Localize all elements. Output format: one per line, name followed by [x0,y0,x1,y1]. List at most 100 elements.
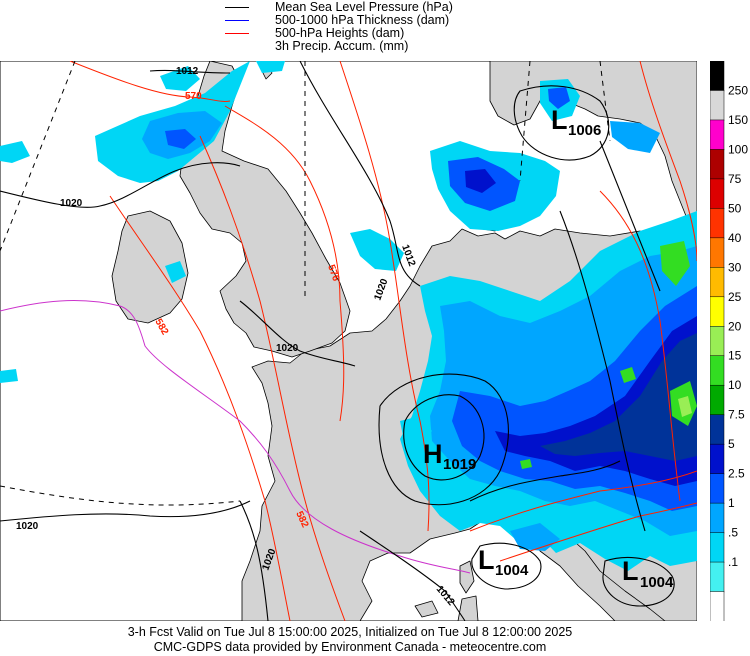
precip-biscay-patch [0,369,18,383]
colorbar-swatch [710,90,725,121]
height-contour-east [599,190,681,502]
data-credit: CMC-GDPS data provided by Environment Ca… [153,640,547,654]
precip-sweden-core [548,87,570,109]
pressure-systems: L 1006 H 1019 L 1004 L 1004 [423,105,674,591]
pressure-value: 1004 [640,574,674,591]
isobar-1020-channel [239,300,356,367]
precip-colorbar: 250 150 100 75 50 40 30 25 20 15 10 7.5 5 2.5 1 .5 .1 [710,61,748,621]
colorbar-label: 5 [728,437,735,451]
colorbar-labels: 250 150 100 75 50 40 30 25 20 15 10 7.5 5 2.5 1 .5 .1 [728,83,748,569]
isobar-label: 1020 [60,198,83,209]
precip-central-europe-navy [540,333,697,461]
precip-ireland-patch [165,261,186,283]
isobar-alps [469,460,621,502]
colorbar-swatch [710,384,725,416]
isobar-low-med [471,542,542,590]
map-legend: Mean Sea Level Pressure (hPa) 500-1000 h… [225,0,525,55]
isobar-1020-sw [239,500,269,621]
legend-line-black [225,7,249,8]
precip-south-patch [510,523,560,551]
forecast-valid-time: 3-h Fcst Valid on Tue Jul 8 15:00:00 202… [127,625,573,639]
balearic-land [414,600,439,618]
colorbar-label: 2.5 [728,467,745,481]
graticule-lines [0,61,611,506]
precip-yellow-cell [678,396,692,417]
great-britain-land [179,61,351,358]
precip-green-cell-3 [620,367,636,383]
colorbar-swatch [710,591,725,621]
height-label: 570 [185,91,202,102]
isobar-1012-central [299,61,421,287]
low-center-se: L 1004 [622,556,674,591]
colorbar-swatches [710,61,725,621]
colorbar-label: 100 [728,142,748,156]
low-center-north: L 1006 [551,105,601,139]
isobar-1020-north [0,162,241,208]
colorbar-label: 250 [728,83,748,97]
pressure-value: 1019 [443,456,476,473]
colorbar-label: 40 [728,231,742,245]
colorbar-swatch [710,443,725,475]
colorbar-swatch [710,149,725,180]
colorbar-swatch [710,267,725,298]
colorbar-label: 150 [728,113,748,127]
legend-label: 500-1000 hPa Thickness (dam) [275,13,450,27]
colorbar-swatch [710,414,725,445]
precip-alps-patch [400,416,432,446]
legend-label: 3h Precip. Accum. (mm) [275,39,409,53]
height-contour-570 [69,61,231,102]
colorbar-swatch [710,561,725,593]
colorbar-swatch [710,355,725,386]
high-center: H 1019 [423,439,476,473]
italy-land [529,528,666,621]
low-center-med: L 1004 [478,545,529,579]
colorbar-label: 1 [728,496,735,510]
precip-skagerrak-dark [465,169,496,193]
legend-label: Mean Sea Level Pressure (hPa) [275,0,453,14]
legend-label: 500-hPa Heights (dam) [275,26,405,40]
sardinia-land [457,595,479,621]
colorbar-label: 7.5 [728,408,745,422]
isobar-1020-west [0,500,251,522]
height-contour-576-a [224,105,345,422]
height-contour-576-b [339,61,430,532]
colorbar-label: 10 [728,378,742,392]
colorbar-label: 15 [728,349,742,363]
colorbar-label: 20 [728,319,742,333]
colorbar-swatch [710,502,725,534]
pressure-letter: H [423,439,443,469]
weather-map: 1012 1020 1012 1020 1020 1020 1020 1012 … [0,61,697,621]
legend-line-blue [225,20,249,21]
colorbar-label: .1 [728,555,738,569]
corsica-land [459,560,475,594]
isobar-contours [0,61,675,621]
colorbar-label: .5 [728,526,738,540]
colorbar-label: 25 [728,290,742,304]
legend-line-red [225,33,249,34]
precip-west-patch [0,141,30,163]
height-contour-far-east [639,61,697,262]
graticule-line [519,61,531,182]
colorbar-label: 75 [728,172,742,186]
isobar-label: 1012 [176,66,199,77]
colorbar-swatch [710,326,725,357]
height-contours [69,61,697,621]
height-contour-582-a [199,135,346,621]
colorbar-swatch [710,237,725,269]
ireland-land [111,210,189,324]
isobar-high-ring [403,394,485,481]
height-contour-south-1 [469,470,697,532]
precip-baltic-east [610,121,660,153]
height-contour-south-2 [499,502,697,562]
precipitation-shading [0,61,697,571]
precip-north-sea-east [350,229,404,271]
pressure-letter: L [478,545,495,575]
isobar-1012-north [149,69,231,74]
precip-adriatic-patch [600,529,645,553]
precip-scotland [160,66,200,91]
pressure-value: 1004 [495,562,529,579]
pressure-letter: L [622,556,639,586]
colorbar-swatch [710,208,725,239]
pressure-value: 1006 [568,122,601,139]
colorbar-swatch [710,532,725,563]
